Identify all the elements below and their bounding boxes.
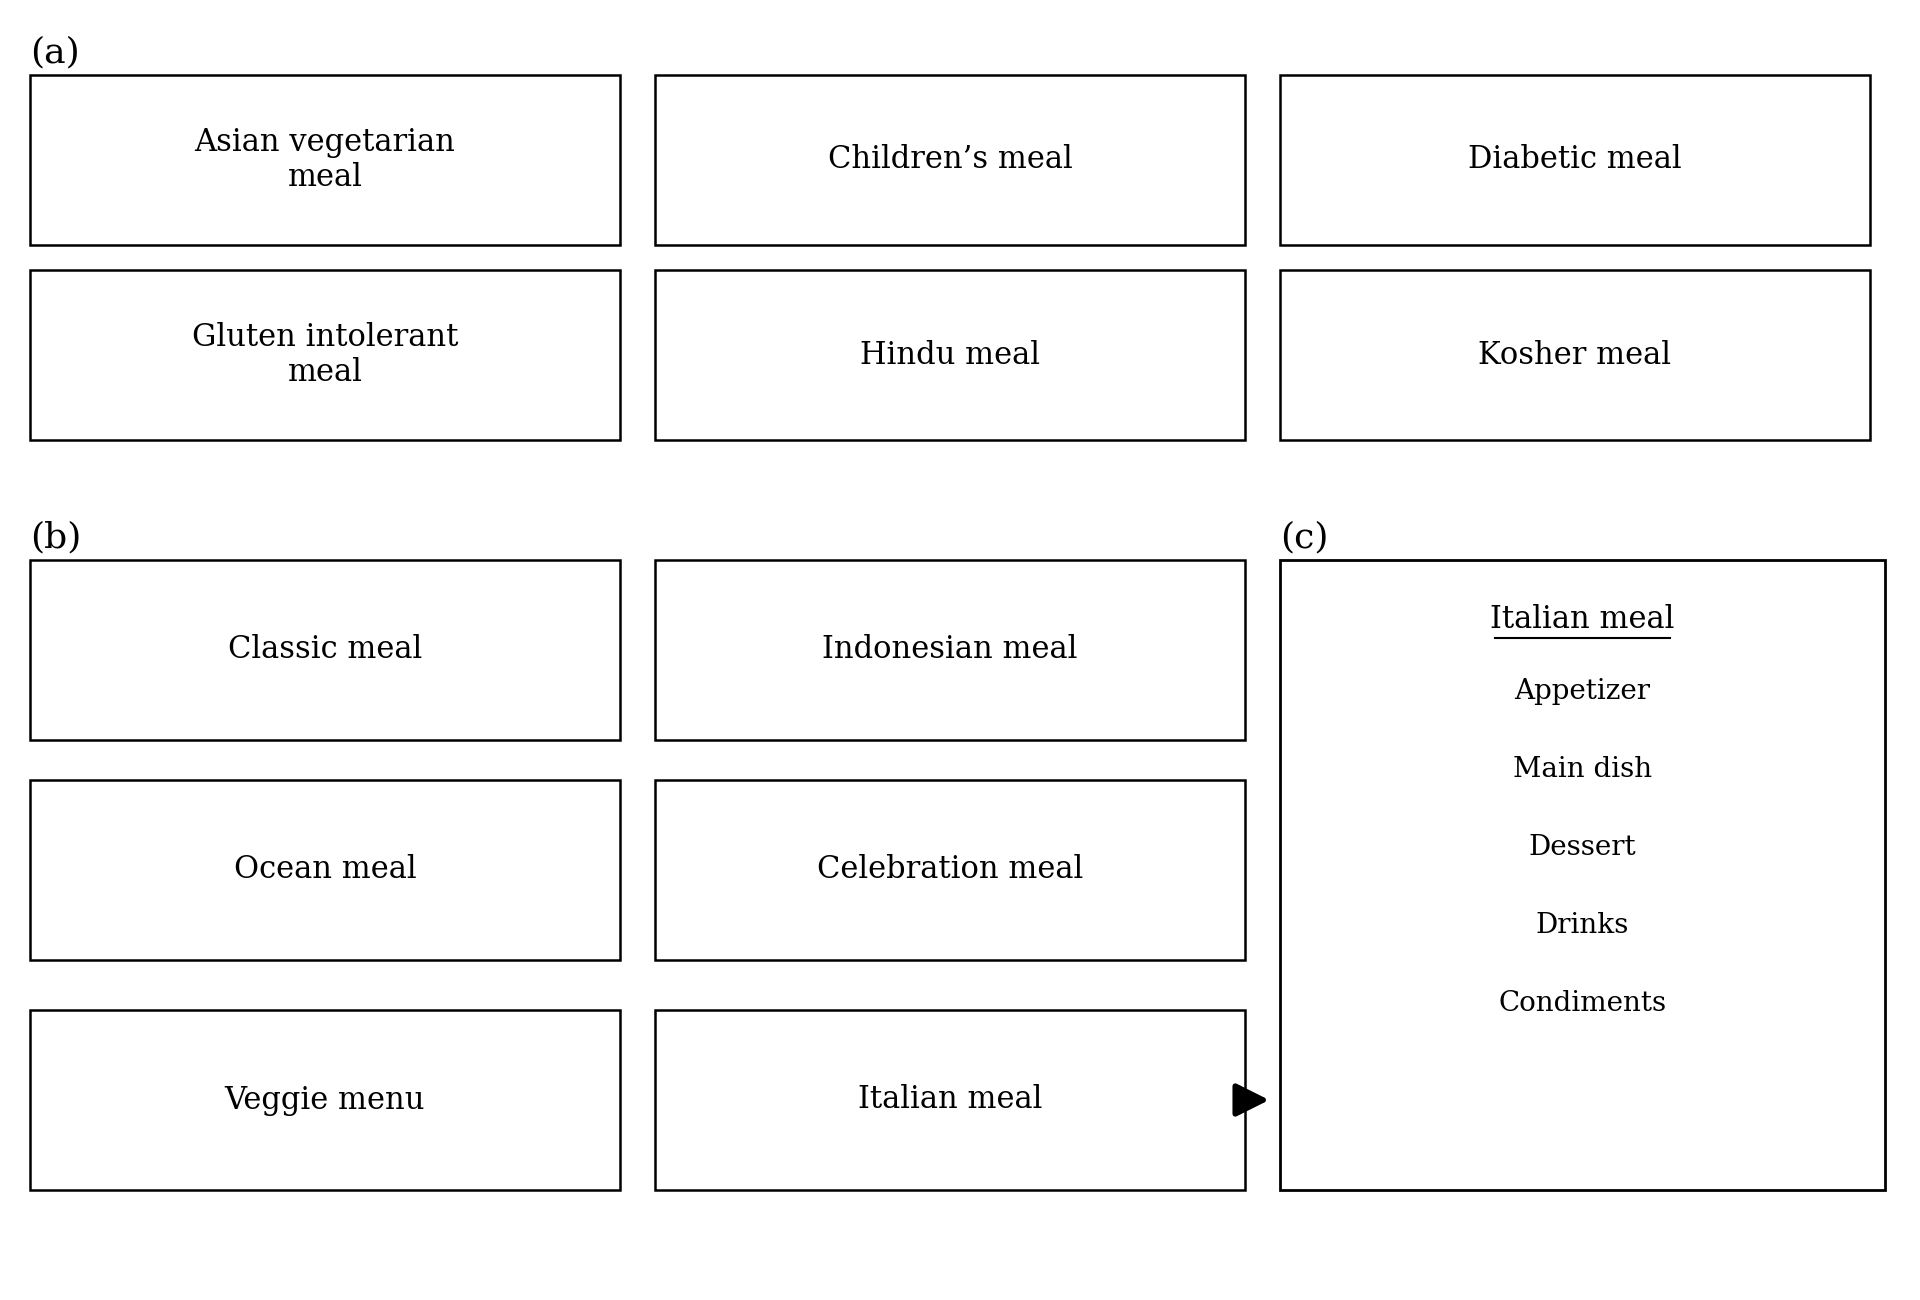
Bar: [31, 75, 620, 244]
Bar: [1281, 270, 1870, 439]
Text: Asian vegetarian
meal: Asian vegetarian meal: [194, 126, 455, 194]
Bar: [655, 1010, 1244, 1190]
Text: Kosher meal: Kosher meal: [1478, 339, 1672, 370]
Text: Gluten intolerant
meal: Gluten intolerant meal: [192, 321, 459, 389]
Text: Italian meal: Italian meal: [858, 1084, 1043, 1115]
Text: Hindu meal: Hindu meal: [860, 339, 1041, 370]
Text: Veggie menu: Veggie menu: [225, 1084, 424, 1115]
Text: Drinks: Drinks: [1536, 913, 1630, 940]
Text: Appetizer: Appetizer: [1515, 679, 1651, 706]
Bar: [31, 270, 620, 439]
Text: Indonesian meal: Indonesian meal: [822, 634, 1077, 666]
Text: Main dish: Main dish: [1513, 757, 1651, 784]
Text: Dessert: Dessert: [1528, 835, 1636, 862]
Bar: [31, 780, 620, 959]
Bar: [1281, 560, 1885, 1190]
Bar: [31, 1010, 620, 1190]
Text: Italian meal: Italian meal: [1490, 604, 1674, 636]
Text: Ocean meal: Ocean meal: [234, 854, 417, 885]
Text: (b): (b): [31, 520, 81, 554]
Bar: [31, 560, 620, 740]
Text: (a): (a): [31, 35, 81, 69]
FancyArrowPatch shape: [1235, 1086, 1263, 1114]
Bar: [655, 780, 1244, 959]
Text: (c): (c): [1281, 520, 1329, 554]
Bar: [655, 75, 1244, 244]
Bar: [655, 560, 1244, 740]
Text: Diabetic meal: Diabetic meal: [1469, 144, 1682, 176]
Text: Celebration meal: Celebration meal: [816, 854, 1083, 885]
Text: Condiments: Condiments: [1498, 991, 1667, 1018]
Text: Children’s meal: Children’s meal: [828, 144, 1073, 176]
Text: Classic meal: Classic meal: [228, 634, 422, 666]
Bar: [1281, 75, 1870, 244]
Bar: [655, 270, 1244, 439]
